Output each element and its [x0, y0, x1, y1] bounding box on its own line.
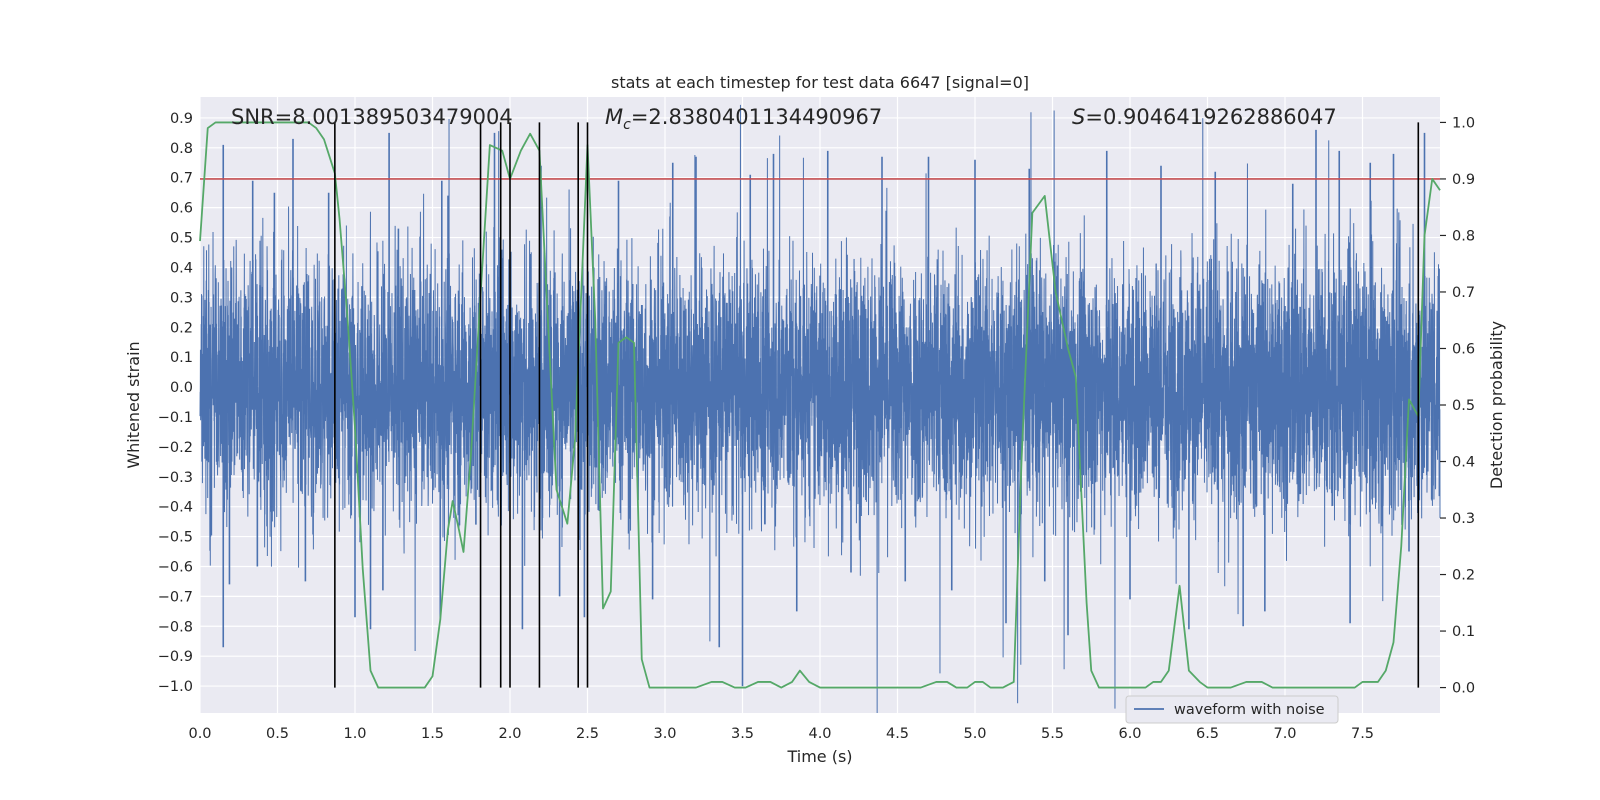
right-y-tick-label: 0.9 — [1452, 172, 1475, 188]
s-annotation: S=0.9046419262886047 — [1072, 105, 1337, 129]
left-y-tick-label: −1.0 — [158, 679, 193, 695]
right-y-axis-label: Detection probability — [1487, 321, 1506, 489]
right-y-tick-label: 0.5 — [1452, 398, 1475, 414]
right-y-axis-ticks: 1.0 0.9 0.8 0.7 0.6 0.5 0.4 0.3 0.2 0.1 0.0 — [1440, 115, 1475, 697]
left-y-tick-label: −0.7 — [158, 589, 193, 605]
left-y-tick-label: 0.0 — [170, 380, 193, 396]
left-y-tick-label: −0.1 — [158, 410, 193, 426]
right-y-tick-label: 1.0 — [1452, 115, 1475, 131]
right-y-tick-label: 0.6 — [1452, 341, 1475, 357]
x-tick-label: 1.0 — [343, 726, 366, 742]
left-y-tick-label: −0.9 — [158, 649, 193, 665]
left-y-tick-label: −0.8 — [158, 619, 193, 635]
left-y-tick-label: 0.2 — [170, 320, 193, 336]
x-tick-label: 4.0 — [808, 726, 831, 742]
right-y-tick-label: 0.1 — [1452, 624, 1475, 640]
x-tick-label: 4.5 — [886, 726, 909, 742]
x-tick-label: 3.5 — [731, 726, 754, 742]
left-y-axis-ticks: 0.9 0.8 0.7 0.6 0.5 0.4 0.3 0.2 0.1 0.0 −0.1 −0.2 −0… — [158, 111, 193, 695]
s-value: =0.9046419262886047 — [1085, 105, 1336, 129]
left-y-tick-label: 0.1 — [170, 350, 193, 366]
chart-title: stats at each timestep for test data 664… — [611, 73, 1029, 92]
left-y-axis-label: Whitened strain — [124, 341, 143, 468]
left-y-tick-label: 0.6 — [170, 201, 193, 217]
right-y-tick-label: 0.2 — [1452, 568, 1475, 584]
probability-series — [199, 121, 1441, 689]
waveform-line — [199, 104, 1441, 714]
snr-annotation: SNR=8.001389503479004 — [231, 105, 513, 129]
x-tick-label: 7.5 — [1351, 726, 1374, 742]
x-tick-label: 5.0 — [963, 726, 986, 742]
x-axis-label: Time (s) — [786, 747, 852, 766]
left-y-tick-label: 0.9 — [170, 111, 193, 127]
right-y-tick-label: 0.0 — [1452, 681, 1475, 697]
legend-box — [1125, 695, 1339, 724]
legend-label: waveform with noise — [1174, 702, 1325, 718]
chirp-mass-annotation: Mc=2.8380401134490967 — [605, 105, 882, 133]
left-y-tick-label: 0.8 — [170, 141, 193, 157]
x-tick-label: 0.5 — [266, 726, 289, 742]
right-y-tick-label: 0.8 — [1452, 228, 1475, 244]
left-y-tick-label: 0.5 — [170, 231, 193, 247]
right-y-tick-label: 0.4 — [1452, 455, 1475, 471]
mc-subscript: c — [623, 117, 631, 133]
s-symbol: S — [1072, 105, 1085, 129]
left-y-tick-label: −0.4 — [158, 500, 193, 516]
mc-value: =2.8380401134490967 — [631, 105, 882, 129]
x-tick-label: 5.5 — [1041, 726, 1064, 742]
right-y-tick-label: 0.7 — [1452, 285, 1475, 301]
x-tick-label: 6.0 — [1118, 726, 1141, 742]
vertical-markers — [334, 122, 1420, 688]
waveform-series — [199, 104, 1441, 714]
left-y-tick-label: 0.4 — [170, 260, 193, 276]
left-y-tick-label: −0.5 — [158, 530, 193, 546]
probability-line — [199, 121, 1441, 689]
right-y-tick-label: 0.3 — [1452, 511, 1475, 527]
x-tick-label: 2.5 — [576, 726, 599, 742]
x-axis-ticks: 0.0 0.5 1.0 1.5 2.0 2.5 3.0 3.5 4.0 4.5 5.0 5.5 6.0 6… — [188, 726, 1374, 742]
legend: waveform with noise — [1125, 695, 1339, 724]
x-tick-label: 1.5 — [421, 726, 444, 742]
mc-symbol: M — [605, 105, 623, 129]
left-y-tick-label: 0.7 — [170, 171, 193, 187]
left-y-tick-label: −0.2 — [158, 440, 193, 456]
x-tick-label: 2.0 — [498, 726, 521, 742]
left-y-tick-label: −0.6 — [158, 559, 193, 575]
x-tick-label: 7.0 — [1273, 726, 1296, 742]
left-y-tick-label: −0.3 — [158, 470, 193, 486]
x-tick-label: 6.5 — [1196, 726, 1219, 742]
left-y-tick-label: 0.3 — [170, 290, 193, 306]
x-tick-label: 3.0 — [653, 726, 676, 742]
x-tick-label: 0.0 — [188, 726, 211, 742]
